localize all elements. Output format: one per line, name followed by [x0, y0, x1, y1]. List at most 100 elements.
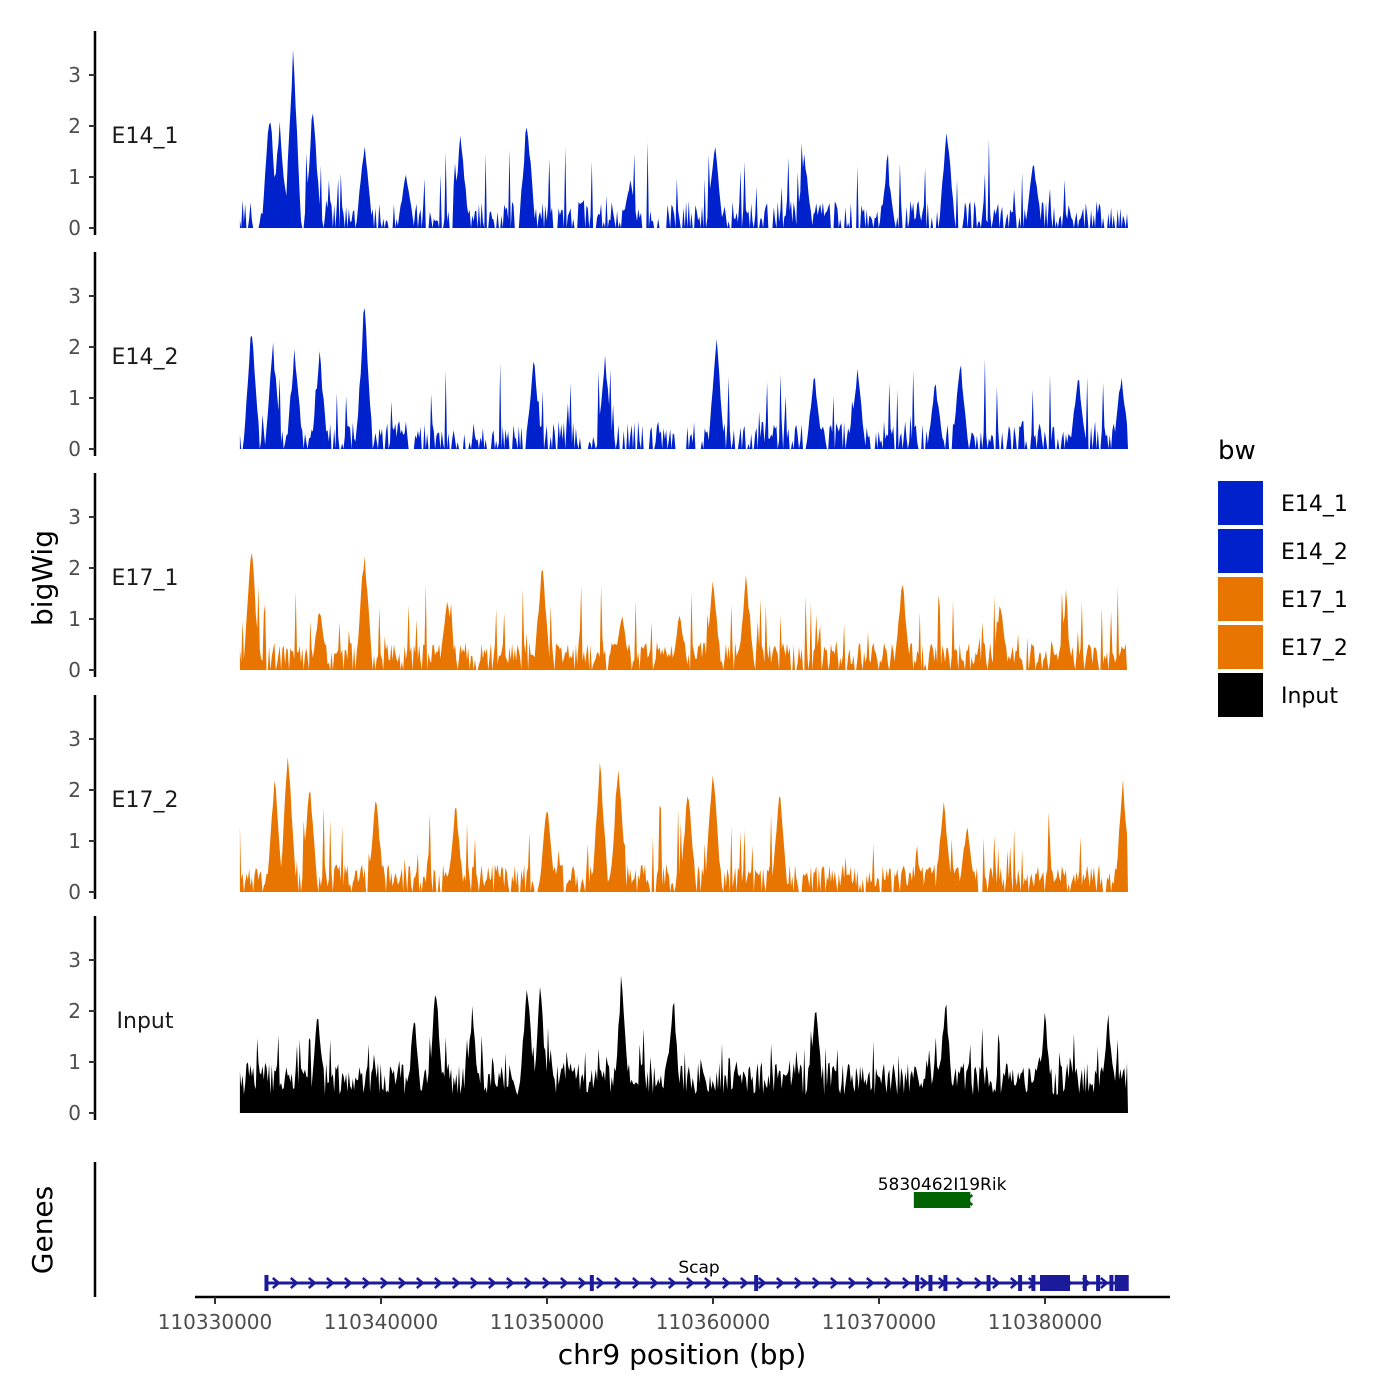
- strand-arrow: [559, 1277, 569, 1289]
- strand-arrow: [865, 1277, 875, 1289]
- exon: [1096, 1275, 1101, 1291]
- strand-arrow: [973, 1277, 983, 1289]
- strand-arrow: [505, 1277, 515, 1289]
- y-tick-label: 0: [68, 658, 81, 682]
- legend-title: bw: [1218, 436, 1256, 466]
- track-signal-area: [239, 552, 1128, 670]
- y-tick-label: 0: [68, 880, 81, 904]
- y-tick-label: 0: [68, 1101, 81, 1125]
- x-axis-title: chr9 position (bp): [558, 1338, 807, 1371]
- x-tick-label: 110380000: [988, 1310, 1103, 1334]
- y-tick-label: 2: [68, 778, 81, 802]
- exon: [1018, 1275, 1023, 1291]
- gene-label: 5830462I19Rik: [878, 1175, 1007, 1195]
- legend-swatch: [1218, 481, 1263, 525]
- x-tick-label: 110370000: [822, 1310, 937, 1334]
- exon: [754, 1275, 759, 1291]
- track-label: E14_1: [112, 124, 179, 149]
- track-Input: 0 1 2 3 Input: [68, 916, 1128, 1125]
- track-E17_2: 0 1 2 3 E17_2: [68, 695, 1128, 904]
- exon: [1031, 1275, 1036, 1291]
- strand-arrow: [1009, 1277, 1019, 1289]
- legend-label: E17_2: [1281, 636, 1348, 661]
- strand-arrow: [397, 1277, 407, 1289]
- y-tick-label: 3: [68, 505, 81, 529]
- track-label: Input: [117, 1009, 174, 1034]
- strand-arrow: [613, 1277, 623, 1289]
- exon: [1114, 1275, 1129, 1291]
- track-signal-area: [239, 49, 1128, 228]
- track-signal-area: [239, 756, 1128, 892]
- x-tick-label: 110360000: [656, 1310, 771, 1334]
- x-tick-label: 110340000: [324, 1310, 439, 1334]
- y-tick-label: 1: [68, 829, 81, 853]
- strand-arrow: [487, 1277, 497, 1289]
- strand-arrow: [649, 1277, 659, 1289]
- strand-arrow: [577, 1277, 587, 1289]
- track-label: E17_1: [112, 566, 179, 591]
- strand-arrow: [847, 1277, 857, 1289]
- y-axis-title: bigWig: [26, 530, 59, 626]
- track-signal-area: [239, 308, 1128, 449]
- exon: [928, 1275, 933, 1291]
- exon: [1082, 1275, 1087, 1291]
- strand-arrow: [451, 1277, 461, 1289]
- strand-arrow: [901, 1277, 911, 1289]
- strand-arrow: [631, 1277, 641, 1289]
- strand-arrow: [829, 1277, 839, 1289]
- gene-Scap: Scap: [264, 1258, 1129, 1291]
- gene-label: Scap: [678, 1258, 719, 1278]
- gene-annotation-panel: Scap 5830462I19Rik: [93, 1162, 1129, 1297]
- exon: [986, 1275, 991, 1291]
- strand-arrow: [343, 1277, 353, 1289]
- strand-arrow: [433, 1277, 443, 1289]
- track-E14_1: 0 1 2 3 E14_1: [68, 31, 1128, 240]
- strand-arrow: [991, 1277, 1001, 1289]
- track-label: E17_2: [112, 788, 179, 813]
- strand-arrow: [595, 1277, 605, 1289]
- strand-arrow: [703, 1277, 713, 1289]
- genes-panel-title: Genes: [26, 1186, 59, 1274]
- legend-label: E14_2: [1281, 540, 1348, 565]
- legend: bw E14_1 E14_2 E17_1 E17_2 Input: [1218, 436, 1348, 717]
- y-tick-label: 0: [68, 437, 81, 461]
- strand-arrow: [307, 1277, 317, 1289]
- x-axis: 110330000 110340000 110350000 110360000 1103…: [158, 1295, 1170, 1334]
- exon: [915, 1275, 920, 1291]
- y-tick-label: 3: [68, 948, 81, 972]
- strand-arrow: [289, 1277, 299, 1289]
- y-tick-label: 0: [68, 216, 81, 240]
- y-tick-label: 3: [68, 727, 81, 751]
- strand-arrow: [685, 1277, 695, 1289]
- legend-label: E17_1: [1281, 588, 1348, 613]
- strand-arrow: [523, 1277, 533, 1289]
- track-label: E14_2: [112, 345, 179, 370]
- y-tick-label: 3: [68, 63, 81, 87]
- legend-label: E14_1: [1281, 492, 1348, 517]
- strand-arrow: [757, 1277, 767, 1289]
- y-tick-label: 1: [68, 386, 81, 410]
- exon: [589, 1275, 594, 1291]
- exon: [1040, 1275, 1071, 1291]
- y-tick-label: 1: [68, 1050, 81, 1074]
- strand-arrow: [667, 1277, 677, 1289]
- y-tick-label: 2: [68, 335, 81, 359]
- strand-arrow: [793, 1277, 803, 1289]
- strand-arrow: [775, 1277, 785, 1289]
- strand-arrow: [541, 1277, 551, 1289]
- strand-arrow: [721, 1277, 731, 1289]
- strand-arrow: [415, 1277, 425, 1289]
- y-tick-label: 2: [68, 556, 81, 580]
- legend-label: Input: [1281, 684, 1338, 709]
- y-tick-label: 1: [68, 607, 81, 631]
- legend-swatch: [1218, 529, 1263, 573]
- strand-arrow: [1099, 1277, 1109, 1289]
- x-tick-label: 110330000: [158, 1310, 273, 1334]
- track-signal-area: [239, 975, 1128, 1113]
- gene-body-block: [913, 1192, 971, 1208]
- strand-arrow: [883, 1277, 893, 1289]
- strand-arrow: [469, 1277, 479, 1289]
- legend-swatch: [1218, 625, 1263, 669]
- coverage-tracks: 0 1 2 3 E14_1 0 1 2 3 E14_2 0 1 2 3 E17_1 0 1 2 3 E17_2 0 1 2 3…: [68, 31, 1128, 1125]
